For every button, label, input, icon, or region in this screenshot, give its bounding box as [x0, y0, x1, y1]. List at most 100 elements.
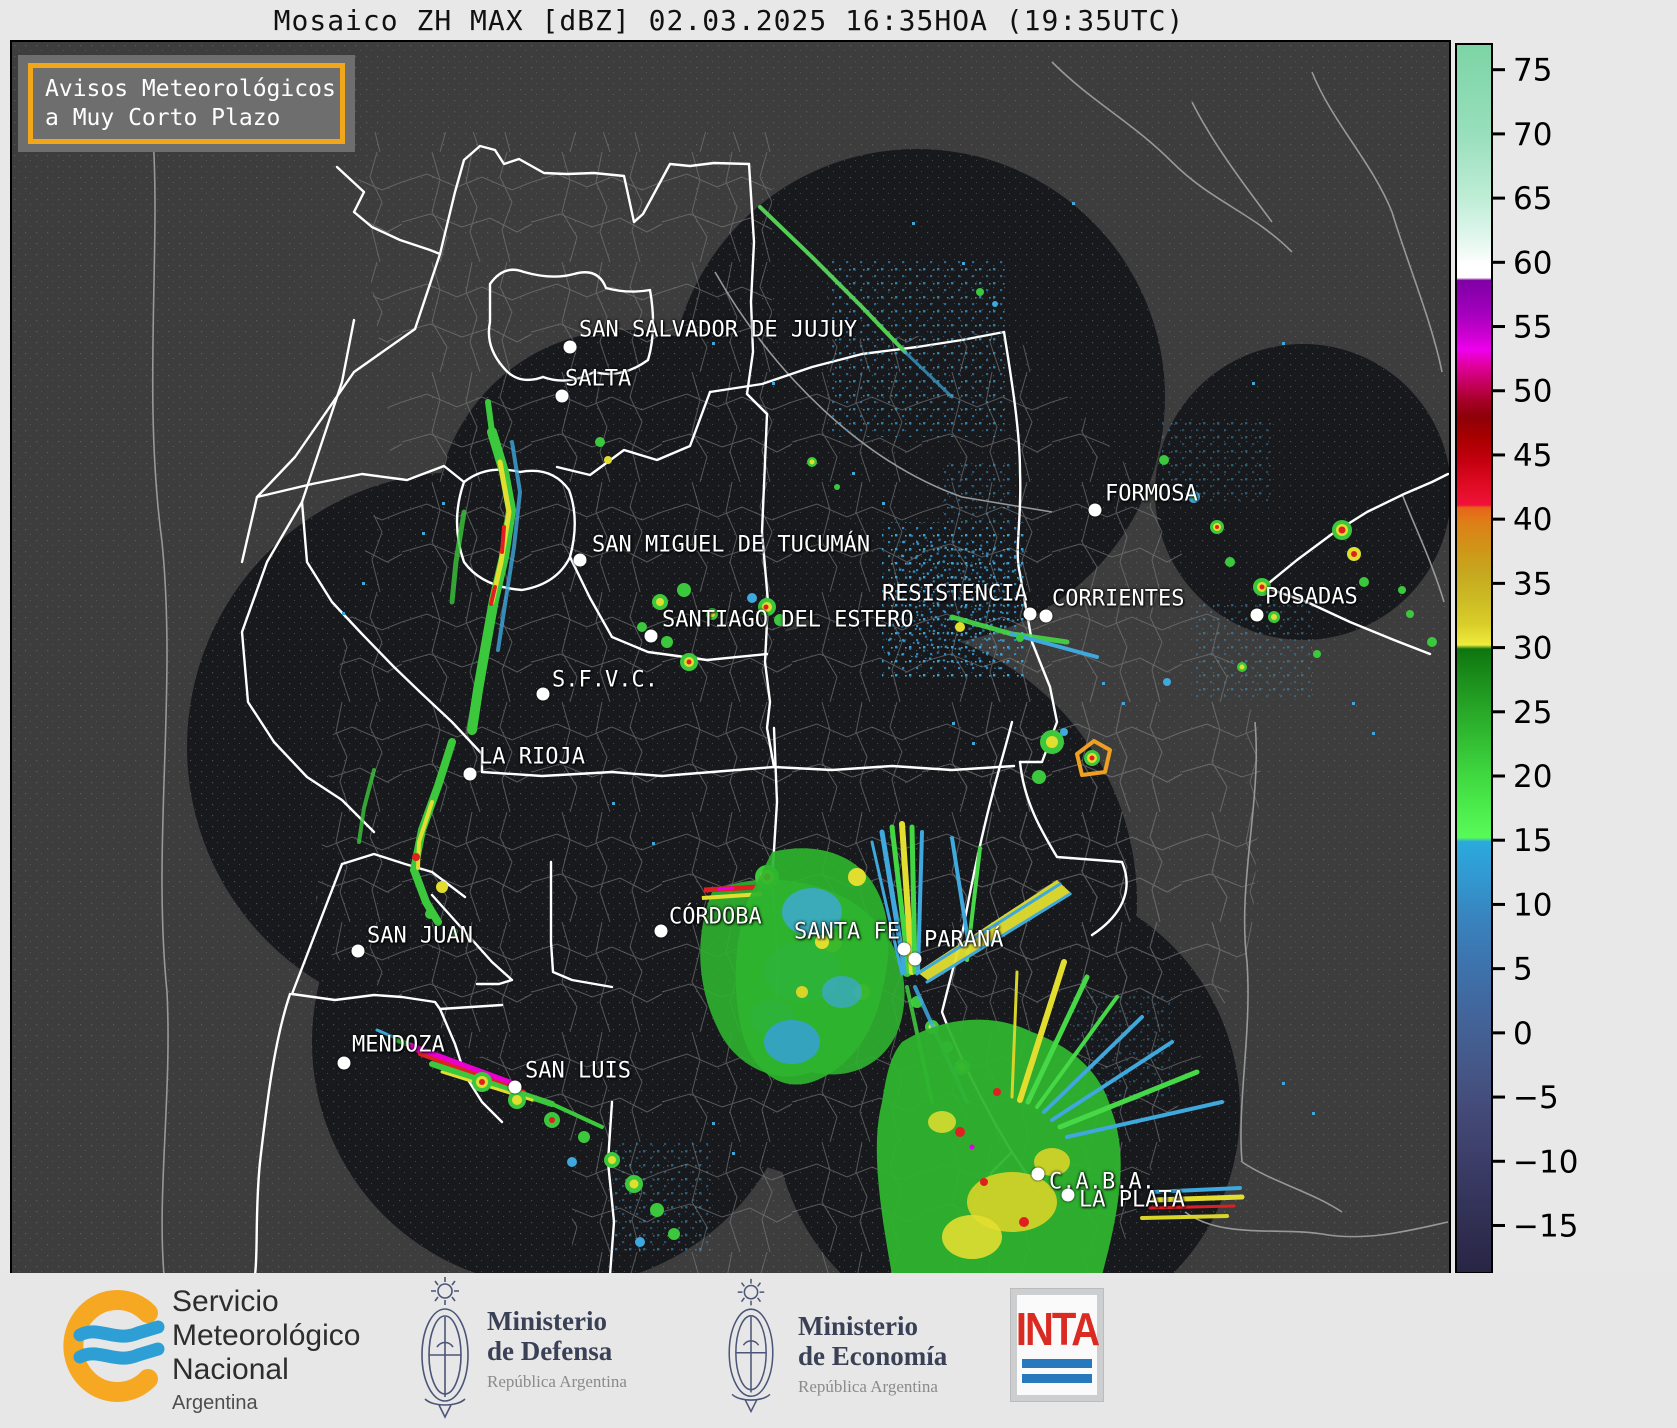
city-label-s-f-v-c: S.F.V.C.	[552, 667, 658, 693]
radar-map: Avisos Meteorológicos a Muy Corto Plazo …	[10, 40, 1451, 1277]
city-marker-corrientes	[1039, 609, 1053, 623]
colorbar-tick-label: 45	[1513, 438, 1552, 474]
city-label-mendoza: MENDOZA	[352, 1032, 445, 1058]
city-marker-la-rioja	[463, 767, 477, 781]
colorbar-tick-label: 15	[1513, 823, 1552, 859]
colorbar-tick-label: 20	[1513, 759, 1552, 795]
inta-logo: INTA	[1010, 1288, 1104, 1402]
echo-ne-streak	[758, 205, 998, 399]
city-marker-posadas	[1250, 608, 1264, 622]
colorbar-tick-label: 25	[1513, 695, 1552, 731]
warning-polygon	[1075, 739, 1112, 777]
smn-line1: Servicio	[172, 1285, 279, 1318]
city-marker-san-luis	[508, 1080, 522, 1094]
city-label-san-luis: SAN LUIS	[525, 1058, 631, 1084]
footer-logos: Servicio Meteorológico Nacional Argentin…	[0, 1273, 1677, 1428]
colorbar-tick-label: 75	[1513, 53, 1552, 89]
city-label-san-miguel-de-tucum-n: SAN MIGUEL DE TUCUMÁN	[592, 532, 871, 558]
city-label-san-salvador-de-jujuy: SAN SALVADOR DE JUJUY	[579, 317, 858, 343]
colorbar-tick-label: 40	[1513, 502, 1552, 538]
echo-blue-speckle-fields	[612, 257, 1312, 1252]
colorbar: 75 70 65 60 55 50 45 40 35 30 25 20 15 10 5 0 −5 −10 −15	[1455, 42, 1665, 1275]
colorbar-tick-label: 0	[1513, 1016, 1533, 1052]
economia-coat-of-arms-icon	[728, 1278, 774, 1414]
colorbar-scale	[1455, 43, 1493, 1274]
warning-legend-border: Avisos Meteorológicos a Muy Corto Plazo	[28, 63, 345, 144]
smn-country: Argentina	[172, 1392, 258, 1414]
defensa-sub: República Argentina	[487, 1372, 627, 1391]
radar-map-graphic	[12, 42, 1449, 1275]
colorbar-tick-label: −15	[1513, 1208, 1578, 1244]
city-marker-mendoza	[337, 1056, 351, 1070]
defensa-coat-of-arms-icon	[421, 1277, 469, 1419]
city-label-posadas: POSADAS	[1265, 584, 1358, 610]
warning-legend-line1: Avisos Meteorológicos	[45, 76, 336, 102]
warning-legend-line2: a Muy Corto Plazo	[45, 105, 281, 131]
echo-scattered-specks	[342, 202, 1375, 1155]
inta-logo-inner: INTA	[1015, 1295, 1100, 1395]
echo-tucuman-chain	[449, 399, 612, 735]
city-label-paran: PARANÁ	[924, 927, 1004, 953]
colorbar-tick-label: 10	[1513, 887, 1552, 923]
city-label-salta: SALTA	[565, 366, 632, 392]
echo-posadas-cells	[1159, 455, 1437, 686]
warning-polygon-cells	[1032, 728, 1100, 784]
city-marker-la-plata	[1061, 1188, 1075, 1202]
city-label-c-rdoba: CÓRDOBA	[669, 904, 762, 930]
inta-logo-text: INTA	[1015, 1304, 1100, 1355]
economia-line1: Ministerio	[798, 1311, 918, 1341]
echo-corrientes-streaks	[949, 614, 1099, 659]
city-marker-formosa	[1088, 503, 1102, 517]
colorbar-tick-label: 30	[1513, 631, 1552, 667]
radar-echoes	[342, 202, 1437, 1275]
city-marker-san-juan	[351, 944, 365, 958]
smn-line3: Nacional	[172, 1353, 289, 1386]
inta-logo-bar2	[1022, 1373, 1092, 1383]
echo-larioja-chain	[357, 738, 458, 936]
defensa-logo-text: Ministerio de Defensa República Argentin…	[487, 1306, 627, 1392]
city-marker-resistencia	[1023, 607, 1037, 621]
city-marker-santiago-del-estero	[644, 629, 658, 643]
colorbar-tick-label: 35	[1513, 566, 1552, 602]
colorbar-tick-label: 65	[1513, 181, 1552, 217]
colorbar-tick-label: 5	[1513, 952, 1533, 988]
echo-santiago-cells	[637, 457, 840, 671]
echo-mendoza-streaks	[375, 1028, 680, 1247]
country-borders	[151, 61, 1449, 1275]
city-marker-santa-fe	[897, 942, 911, 956]
city-marker-paran	[908, 952, 922, 966]
colorbar-tick-label: 50	[1513, 374, 1552, 410]
page-title: Mosaico ZH MAX [dBZ] 02.03.2025 16:35HOA…	[273, 4, 1185, 37]
city-marker-san-salvador-de-jujuy	[563, 340, 577, 354]
city-marker-san-miguel-de-tucum-n	[573, 553, 587, 567]
echo-santafe-mass	[735, 848, 970, 1085]
colorbar-tick-label: −10	[1513, 1144, 1578, 1180]
inta-logo-bar1	[1022, 1358, 1092, 1368]
colorbar-tick-label: −5	[1513, 1080, 1559, 1116]
economia-line2: de Economía	[798, 1341, 948, 1371]
city-label-la-plata: LA PLATA	[1079, 1187, 1185, 1213]
city-marker-salta	[555, 389, 569, 403]
city-marker-c-rdoba	[654, 924, 668, 938]
city-label-formosa: FORMOSA	[1105, 481, 1198, 507]
department-boundaries	[312, 132, 1262, 1275]
city-label-santa-fe: SANTA FE	[794, 919, 900, 945]
warning-legend-box: Avisos Meteorológicos a Muy Corto Plazo	[18, 55, 355, 152]
smn-logo-text: Servicio Meteorológico Nacional Argentin…	[172, 1285, 360, 1415]
defensa-line1: Ministerio	[487, 1306, 607, 1336]
colorbar-tick-label: 70	[1513, 117, 1552, 153]
city-label-la-rioja: LA RIOJA	[479, 744, 585, 770]
smn-logo-icon	[63, 1290, 165, 1402]
city-label-resistencia: RESISTENCIA	[882, 581, 1028, 607]
economia-sub: República Argentina	[798, 1377, 938, 1396]
economia-logo-text: Ministerio de Economía República Argenti…	[798, 1311, 947, 1397]
city-label-corrientes: CORRIENTES	[1052, 586, 1185, 612]
city-label-santiago-del-estero: SANTIAGO DEL ESTERO	[662, 607, 914, 633]
smn-line2: Meteorológico	[172, 1319, 361, 1352]
city-marker-c-a-b-a	[1031, 1167, 1045, 1181]
city-label-san-juan: SAN JUAN	[367, 923, 473, 949]
defensa-line2: de Defensa	[487, 1336, 613, 1366]
